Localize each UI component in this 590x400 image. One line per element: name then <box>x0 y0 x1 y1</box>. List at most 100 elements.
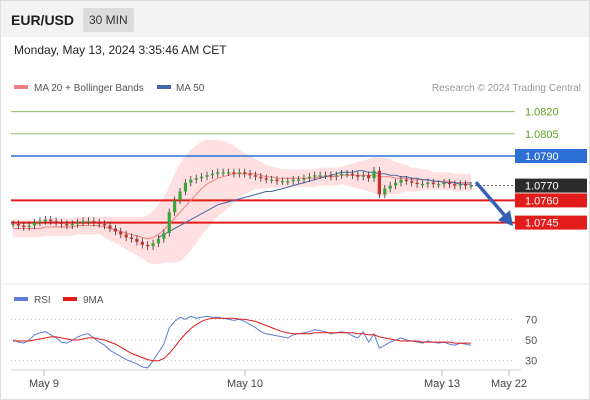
candle-body <box>156 238 161 244</box>
candle-body <box>393 182 398 186</box>
x-tick-label: May 22 <box>491 378 527 390</box>
level-lines <box>11 111 515 224</box>
x-tick-label: May 9 <box>29 378 59 390</box>
candle-body <box>162 232 166 239</box>
candle-body <box>318 175 322 177</box>
candle-body <box>361 175 365 177</box>
candle-body <box>232 172 236 174</box>
candle-body <box>356 175 360 177</box>
candle-body <box>280 181 285 183</box>
candle-body <box>237 172 241 174</box>
rsi-lines <box>12 315 472 369</box>
credit-text: Research © 2024 Trading Central <box>432 83 581 94</box>
candle-body <box>113 228 117 232</box>
candle-body <box>291 179 295 182</box>
candle-body <box>399 179 403 183</box>
timestamp: Monday, May 13, 2024 3:35:46 AM CET <box>14 43 227 57</box>
candle-body <box>420 184 425 186</box>
candle-body <box>313 175 317 177</box>
candle-body <box>81 221 85 223</box>
candle-body <box>388 185 392 189</box>
candle-body <box>97 222 101 225</box>
forecast-arrow-shaft <box>475 181 509 220</box>
level-labels: 1.0820 1.0805 1.0790 1.0770 1.0760 1.0745 <box>515 107 587 230</box>
timeframe-button[interactable]: 30 MIN <box>83 8 134 32</box>
candle-body <box>76 222 80 225</box>
candle-body <box>404 179 408 182</box>
forecast-arrow-head <box>498 210 513 227</box>
candle-body <box>340 173 344 176</box>
candle-body <box>253 175 258 177</box>
candle-body <box>221 172 225 174</box>
candle-body <box>43 219 47 222</box>
current-price-tag <box>515 178 587 193</box>
candle-body <box>16 224 20 226</box>
ma20-line <box>13 173 471 240</box>
candle-body <box>275 179 279 182</box>
candle-body <box>119 231 123 235</box>
candle-body <box>431 182 435 185</box>
candle-body <box>54 221 58 223</box>
candle-body <box>437 184 441 186</box>
candle-body <box>270 179 274 181</box>
candle-body <box>350 173 355 176</box>
candle-body <box>334 175 338 177</box>
price-chart: MA 20 + Bollinger Bands MA 50 Research ©… <box>1 83 589 390</box>
rsi-9ma-line <box>13 317 471 362</box>
support-tag <box>515 193 587 208</box>
candle-body <box>210 173 214 176</box>
pivot-label: 1.0790 <box>525 151 559 163</box>
candle-body <box>65 224 69 226</box>
candle-body <box>323 175 328 177</box>
candle-body <box>59 222 64 225</box>
forecast-arrow <box>475 181 513 227</box>
candle-body <box>173 200 177 213</box>
legend-ma20-label: MA 20 + Bollinger Bands <box>34 83 144 94</box>
candle-body <box>469 185 473 187</box>
candle-body <box>264 178 268 180</box>
candle-body <box>345 173 349 175</box>
candle-body <box>458 184 462 186</box>
candle-body <box>426 182 430 185</box>
candle-body <box>259 176 263 179</box>
candle-body <box>189 179 193 183</box>
legend-9ma-label: 9MA <box>83 295 104 306</box>
rsi-grid: 70 50 30 <box>11 314 537 368</box>
rsi-tick-label: 70 <box>525 314 537 326</box>
candle-body <box>372 170 376 179</box>
candle-body <box>415 182 419 185</box>
current-price-label: 1.0770 <box>525 181 559 193</box>
candle-body <box>464 184 468 186</box>
resistance-label: 1.0805 <box>525 129 559 141</box>
candle-body <box>453 184 457 186</box>
candle-body <box>146 244 150 247</box>
candle-body <box>248 173 252 176</box>
candle-body <box>135 238 139 242</box>
candle-body <box>22 225 26 228</box>
candle-body <box>377 170 381 195</box>
candle-body <box>442 182 446 185</box>
candle-body <box>178 191 182 201</box>
candle-body <box>151 243 155 247</box>
candle-body <box>286 181 290 183</box>
x-tick-label: May 10 <box>227 378 263 390</box>
candle-body <box>92 221 96 223</box>
candle-body <box>447 182 452 185</box>
symbol-label: EUR/USD <box>11 12 75 28</box>
candle-body <box>129 237 134 239</box>
rsi-line <box>12 315 472 369</box>
candle-body <box>296 179 301 181</box>
candle-body <box>199 176 204 179</box>
candles <box>11 167 473 250</box>
support-label: 1.0760 <box>525 195 559 207</box>
support-label: 1.0745 <box>525 218 559 230</box>
candle-body <box>307 176 311 179</box>
candle-body <box>226 172 231 174</box>
candle-body <box>329 175 333 177</box>
pivot-tag <box>515 149 587 163</box>
candle-body <box>32 222 37 226</box>
legend-rsi-label: RSI <box>34 295 51 306</box>
candle-body <box>243 172 247 174</box>
candle-body <box>167 212 171 233</box>
